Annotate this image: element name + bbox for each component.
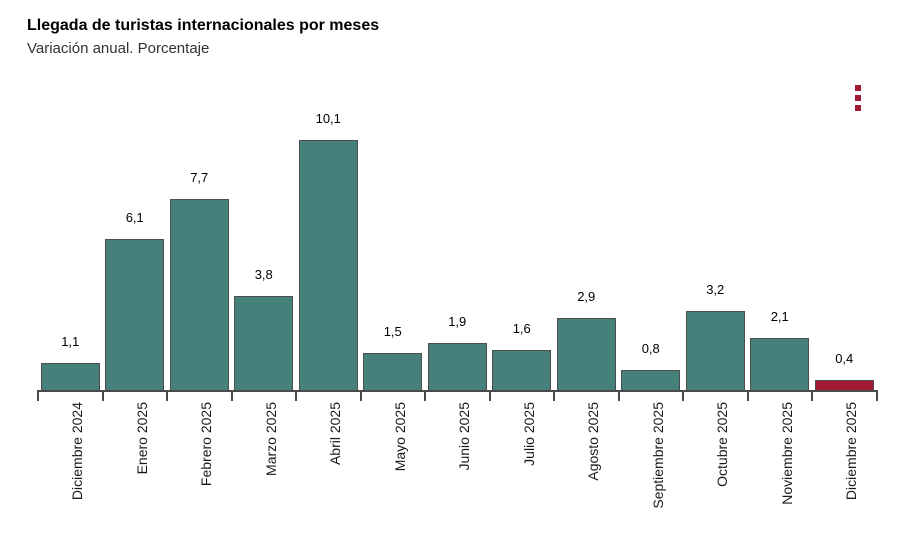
bar-value-label: 10,1 xyxy=(315,111,341,126)
x-axis-line xyxy=(37,390,878,392)
kebab-menu-icon[interactable] xyxy=(852,82,864,114)
bar-noviembre-2025 xyxy=(750,338,810,390)
x-axis-tick xyxy=(424,390,426,401)
bar-value-label: 1,9 xyxy=(448,314,467,329)
bar-value-label: 1,5 xyxy=(383,324,402,339)
menu-dot xyxy=(855,105,861,111)
bar-value-label: 1,1 xyxy=(61,334,80,349)
x-axis-label: Junio 2025 xyxy=(456,402,473,471)
x-axis-tick xyxy=(488,390,491,401)
x-axis-tick xyxy=(295,390,297,401)
x-axis-label: Diciembre 2024 xyxy=(69,402,86,501)
bar-value-label: 0,8 xyxy=(641,341,660,356)
menu-dot xyxy=(855,85,861,91)
x-axis-label: Noviembre 2025 xyxy=(778,402,795,505)
bar-diciembre-2024 xyxy=(40,363,100,390)
x-axis-label: Enero 2025 xyxy=(133,402,150,475)
bar-mayo-2025 xyxy=(363,353,423,390)
bar-value-label: 6,1 xyxy=(125,210,144,225)
x-axis-label: Octubre 2025 xyxy=(714,402,731,487)
bar-value-label: 0,4 xyxy=(835,351,854,366)
x-axis-tick xyxy=(811,390,813,401)
x-axis-label: Mayo 2025 xyxy=(391,402,408,472)
bar-junio-2025 xyxy=(427,343,487,390)
x-axis-tick xyxy=(617,390,620,401)
x-axis-label: Julio 2025 xyxy=(520,402,537,466)
bar-enero-2025 xyxy=(105,239,165,390)
x-axis-tick xyxy=(553,390,555,401)
bar-value-label: 3,8 xyxy=(254,267,273,282)
menu-dot xyxy=(855,95,861,101)
x-axis-tick xyxy=(682,390,684,401)
x-axis-label: Marzo 2025 xyxy=(262,402,279,476)
bar-value-label: 2,9 xyxy=(577,289,596,304)
bar-agosto-2025 xyxy=(556,318,616,390)
bar-febrero-2025 xyxy=(169,199,229,390)
bar-value-label: 7,7 xyxy=(190,170,209,185)
bar-septiembre-2025 xyxy=(621,370,681,390)
x-axis-tick xyxy=(101,390,104,401)
bar-marzo-2025 xyxy=(234,296,294,390)
x-axis-tick xyxy=(166,390,168,401)
x-axis-label: Agosto 2025 xyxy=(585,402,602,481)
bar-value-label: 3,2 xyxy=(706,282,725,297)
x-axis-label: Abril 2025 xyxy=(327,402,344,466)
bar-octubre-2025 xyxy=(685,311,745,390)
x-axis-tick xyxy=(359,390,362,401)
bar-value-label: 1,6 xyxy=(512,321,531,336)
chart-subtitle: Variación anual. Porcentaje xyxy=(27,40,210,57)
bar-value-label: 2,1 xyxy=(770,309,789,324)
bar-julio-2025 xyxy=(492,350,552,390)
bar-abril-2025 xyxy=(298,140,358,390)
x-axis-label: Septiembre 2025 xyxy=(649,402,666,509)
chart-title: Llegada de turistas internacionales por … xyxy=(27,17,380,34)
x-axis-label: Diciembre 2025 xyxy=(843,402,860,501)
x-axis-tick xyxy=(875,390,878,401)
bar-diciembre-2025 xyxy=(814,380,874,390)
x-axis-tick xyxy=(37,390,39,401)
chart-header: Llegada de turistas internacionales por … xyxy=(27,16,379,58)
x-axis-tick xyxy=(230,390,233,401)
x-axis-tick xyxy=(746,390,749,401)
x-axis-label: Febrero 2025 xyxy=(198,402,215,487)
